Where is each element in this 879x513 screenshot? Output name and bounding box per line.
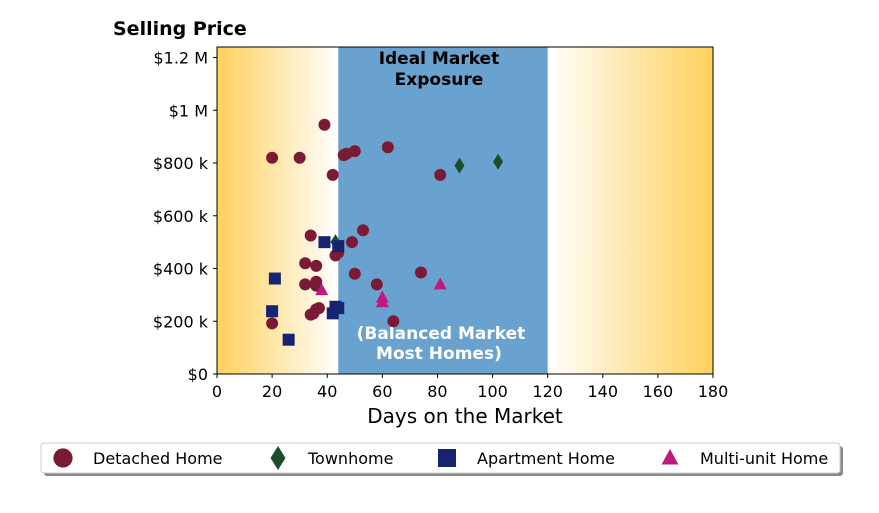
legend-item: Multi-unit Home (661, 448, 828, 468)
data-point (266, 305, 279, 318)
y-tick-label: $800 k (153, 154, 209, 173)
data-point (433, 277, 447, 290)
x-tick-label: 80 (427, 382, 447, 401)
data-points (266, 118, 504, 346)
data-point (414, 266, 427, 279)
legend-label: Townhome (307, 449, 393, 468)
data-point (332, 240, 345, 253)
legend-label: Apartment Home (477, 449, 615, 468)
data-point (307, 307, 320, 320)
x-tick-label: 0 (212, 382, 222, 401)
x-tick-label: 100 (477, 382, 508, 401)
data-point (266, 317, 279, 330)
data-point (357, 224, 370, 237)
balanced-label-line-2: Most Homes) (376, 344, 502, 364)
ideal-label-line-2: Exposure (395, 70, 484, 90)
x-tick-label: 20 (262, 382, 282, 401)
data-point (318, 118, 331, 131)
data-point (370, 278, 383, 291)
data-point (346, 236, 359, 249)
data-point (315, 283, 329, 296)
y-tick-label: $400 k (153, 260, 209, 279)
data-point (434, 168, 447, 181)
data-point (326, 168, 339, 181)
data-point (268, 272, 281, 285)
legend-item: Townhome (270, 446, 393, 470)
data-point (293, 151, 306, 164)
left-gradient-region (217, 47, 339, 374)
legend-marker (661, 448, 679, 465)
ideal-market-region (338, 47, 548, 374)
data-point (454, 157, 465, 174)
data-point (381, 141, 394, 154)
series-apartment-home (266, 236, 345, 346)
data-point (310, 259, 323, 272)
y-tick-label: $200 k (153, 312, 209, 331)
data-point (282, 333, 295, 346)
x-axis-title: Days on the Market (367, 404, 563, 428)
data-point (304, 229, 317, 242)
region-annotations: Ideal Market Exposure (Balanced Market M… (357, 49, 526, 364)
x-tick-label: 60 (372, 382, 392, 401)
data-point (348, 145, 361, 158)
plot-background (217, 47, 713, 374)
legend: Detached Home Townhome Apartment Home Multi… (40, 442, 843, 476)
ideal-label-line-1: Ideal Market (379, 49, 500, 69)
legend-item: Apartment Home (438, 449, 615, 468)
data-point (348, 267, 361, 280)
x-tick-label: 40 (317, 382, 337, 401)
x-tick-label: 120 (532, 382, 563, 401)
y-axis-title: Selling Price (113, 18, 247, 40)
data-point (387, 315, 400, 328)
y-tick-label: $1.2 M (153, 49, 208, 68)
data-point (318, 236, 331, 249)
balanced-label-line-1: (Balanced Market (357, 324, 526, 344)
legend-label: Detached Home (93, 449, 223, 468)
y-tick-label: $0 (188, 365, 208, 384)
data-point (493, 153, 504, 170)
data-point (266, 151, 279, 164)
y-tick-label: $1 M (169, 101, 208, 120)
legend-marker (270, 446, 286, 470)
data-point (375, 295, 389, 308)
series-multi-unit-home (315, 277, 447, 308)
legend-marker (53, 448, 73, 468)
data-point (326, 307, 339, 320)
data-point (299, 257, 312, 270)
x-tick-label: 180 (698, 382, 729, 401)
y-axis: $0 $200 k $400 k $600 k $800 k $1 M $1.2 M (153, 49, 217, 384)
plot-frame (216, 46, 714, 375)
x-tick-label: 160 (643, 382, 674, 401)
right-gradient-region (547, 47, 713, 374)
data-point (299, 278, 312, 291)
legend-item: Detached Home (53, 448, 223, 468)
y-tick-label: $600 k (153, 207, 209, 226)
legend-label: Multi-unit Home (700, 449, 828, 468)
x-axis: 0 20 40 60 80 100 120 140 160 180 (212, 374, 728, 401)
legend-marker (438, 449, 456, 467)
x-tick-label: 140 (588, 382, 619, 401)
